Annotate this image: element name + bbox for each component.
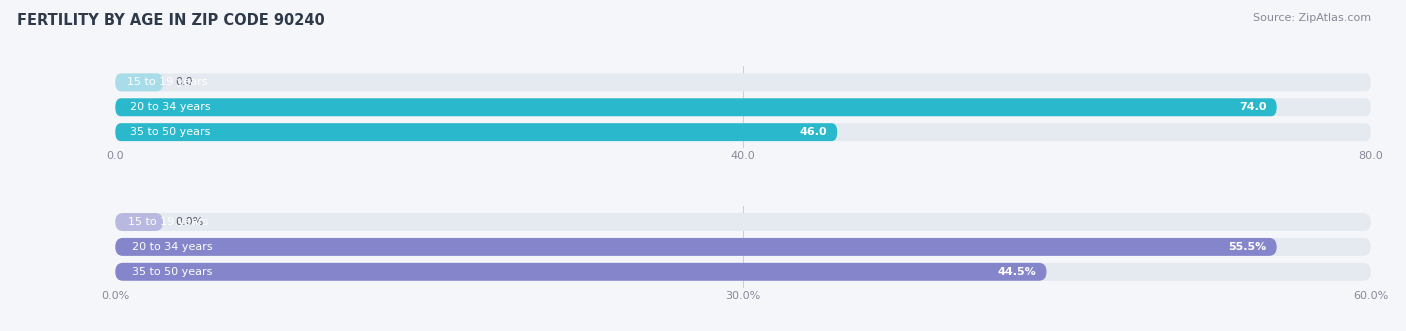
Text: 35 to 50 years: 35 to 50 years — [132, 267, 212, 277]
FancyBboxPatch shape — [115, 73, 163, 91]
FancyBboxPatch shape — [115, 238, 1277, 256]
FancyBboxPatch shape — [115, 238, 1371, 256]
FancyBboxPatch shape — [115, 98, 1371, 116]
Text: FERTILITY BY AGE IN ZIP CODE 90240: FERTILITY BY AGE IN ZIP CODE 90240 — [17, 13, 325, 28]
FancyBboxPatch shape — [115, 98, 1277, 116]
Text: 44.5%: 44.5% — [998, 267, 1036, 277]
Text: 74.0: 74.0 — [1239, 102, 1267, 112]
FancyBboxPatch shape — [115, 263, 1046, 281]
Text: 20 to 34 years: 20 to 34 years — [129, 102, 211, 112]
Text: 15 to 19 years: 15 to 19 years — [128, 217, 208, 227]
FancyBboxPatch shape — [115, 123, 837, 141]
FancyBboxPatch shape — [115, 123, 1371, 141]
FancyBboxPatch shape — [115, 263, 1371, 281]
Text: Source: ZipAtlas.com: Source: ZipAtlas.com — [1253, 13, 1371, 23]
Text: 55.5%: 55.5% — [1229, 242, 1267, 252]
Text: 0.0: 0.0 — [176, 77, 193, 87]
Text: 15 to 19 years: 15 to 19 years — [127, 77, 208, 87]
Text: 0.0%: 0.0% — [176, 217, 204, 227]
FancyBboxPatch shape — [115, 213, 163, 231]
Text: 20 to 34 years: 20 to 34 years — [132, 242, 212, 252]
Text: 35 to 50 years: 35 to 50 years — [129, 127, 209, 137]
Text: 46.0: 46.0 — [800, 127, 827, 137]
FancyBboxPatch shape — [115, 213, 1371, 231]
FancyBboxPatch shape — [115, 73, 1371, 91]
